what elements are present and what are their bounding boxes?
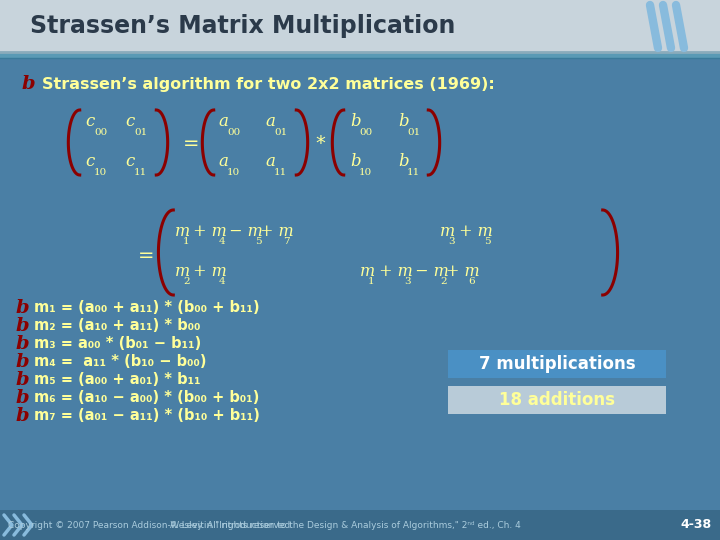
Text: 4: 4 [219, 277, 225, 286]
Text: 01: 01 [407, 128, 420, 137]
Text: a: a [265, 153, 275, 171]
Text: 2: 2 [183, 277, 189, 286]
Text: 11: 11 [134, 168, 148, 177]
Text: b: b [15, 335, 29, 353]
Text: m: m [360, 264, 375, 280]
Text: 2: 2 [440, 277, 446, 286]
Text: m: m [175, 224, 190, 240]
Text: Copyright © 2007 Pearson Addison-Wesley. All rights reserved.: Copyright © 2007 Pearson Addison-Wesley.… [8, 521, 293, 530]
Text: c: c [85, 153, 94, 171]
Text: 10: 10 [94, 168, 107, 177]
FancyBboxPatch shape [0, 0, 720, 52]
FancyBboxPatch shape [448, 350, 666, 378]
Text: + m: + m [374, 264, 413, 280]
Text: b: b [15, 407, 29, 425]
Text: b: b [15, 353, 29, 371]
FancyBboxPatch shape [0, 52, 720, 58]
Text: c: c [125, 113, 134, 131]
Text: 1: 1 [368, 277, 374, 286]
Text: m₁ = (a₀₀ + a₁₁) * (b₀₀ + b₁₁): m₁ = (a₀₀ + a₁₁) * (b₀₀ + b₁₁) [34, 300, 260, 315]
Text: m₂ = (a₁₀ + a₁₁) * b₀₀: m₂ = (a₁₀ + a₁₁) * b₀₀ [34, 319, 200, 334]
Text: b: b [15, 317, 29, 335]
FancyBboxPatch shape [0, 510, 720, 540]
Text: − m: − m [225, 224, 264, 240]
Text: 00: 00 [227, 128, 240, 137]
Text: + m: + m [261, 224, 294, 240]
FancyBboxPatch shape [448, 386, 666, 414]
Text: Strassen’s algorithm for two 2x2 matrices (1969):: Strassen’s algorithm for two 2x2 matrice… [42, 77, 495, 91]
Text: =: = [183, 133, 199, 152]
Text: Strassen’s Matrix Multiplication: Strassen’s Matrix Multiplication [30, 14, 455, 38]
Text: 00: 00 [359, 128, 372, 137]
Text: c: c [125, 153, 134, 171]
Text: 10: 10 [227, 168, 240, 177]
Text: A. Levitin "Introduction to the Design & Analysis of Algorithms," 2ⁿᵈ ed., Ch. 4: A. Levitin "Introduction to the Design &… [170, 521, 521, 530]
Text: 5: 5 [255, 237, 261, 246]
Text: 1: 1 [183, 237, 189, 246]
Text: *: * [315, 133, 325, 152]
Text: m₄ =  a₁₁ * (b₁₀ − b₀₀): m₄ = a₁₁ * (b₁₀ − b₀₀) [34, 354, 207, 369]
Text: 01: 01 [274, 128, 287, 137]
Text: b: b [398, 153, 409, 171]
Text: 4: 4 [219, 237, 225, 246]
Text: 18 additions: 18 additions [499, 391, 615, 409]
Text: =: = [138, 246, 155, 265]
Text: m: m [440, 224, 455, 240]
Text: b: b [21, 75, 35, 93]
Text: 3: 3 [448, 237, 454, 246]
Text: b: b [350, 113, 361, 131]
Text: 00: 00 [94, 128, 107, 137]
Text: m₃ = a₀₀ * (b₀₁ − b₁₁): m₃ = a₀₀ * (b₀₁ − b₁₁) [34, 336, 202, 352]
Text: 01: 01 [134, 128, 148, 137]
Text: 7: 7 [284, 237, 290, 246]
Text: a: a [218, 113, 228, 131]
Text: b: b [15, 299, 29, 317]
Text: b: b [398, 113, 409, 131]
Text: + m: + m [189, 224, 228, 240]
Text: b: b [350, 153, 361, 171]
Text: 4-38: 4-38 [681, 518, 712, 531]
Text: a: a [218, 153, 228, 171]
Text: 11: 11 [407, 168, 420, 177]
Text: 6: 6 [469, 277, 475, 286]
Text: 5: 5 [484, 237, 490, 246]
Text: m₇ = (a₀₁ − a₁₁) * (b₁₀ + b₁₁): m₇ = (a₀₁ − a₁₁) * (b₁₀ + b₁₁) [34, 408, 260, 423]
Text: a: a [265, 113, 275, 131]
Text: b: b [15, 371, 29, 389]
Text: m: m [175, 264, 190, 280]
Text: 3: 3 [404, 277, 410, 286]
Text: m₆ = (a₁₀ − a₀₀) * (b₀₀ + b₀₁): m₆ = (a₁₀ − a₀₀) * (b₀₀ + b₀₁) [34, 390, 259, 406]
Text: m₅ = (a₀₀ + a₀₁) * b₁₁: m₅ = (a₀₀ + a₀₁) * b₁₁ [34, 373, 201, 388]
Text: + m: + m [446, 264, 479, 280]
Text: + m: + m [189, 264, 228, 280]
Text: b: b [15, 389, 29, 407]
Text: 7 multiplications: 7 multiplications [479, 355, 635, 373]
Text: c: c [85, 113, 94, 131]
Text: − m: − m [410, 264, 449, 280]
Text: 10: 10 [359, 168, 372, 177]
Text: 11: 11 [274, 168, 287, 177]
Text: + m: + m [454, 224, 492, 240]
